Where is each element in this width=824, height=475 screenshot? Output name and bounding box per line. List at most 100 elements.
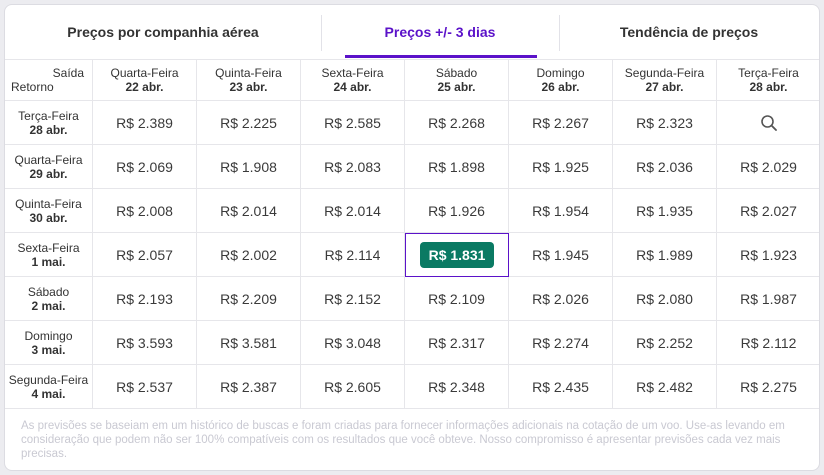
price: R$ 2.323 (636, 114, 693, 131)
price-cell[interactable]: R$ 2.014 (301, 189, 405, 233)
price-cell[interactable]: R$ 2.026 (509, 277, 613, 321)
price: R$ 2.152 (324, 290, 381, 307)
column-date: 28 abr. (749, 80, 788, 94)
tab[interactable]: Tendência de preços (619, 24, 759, 40)
column-date: 26 abr. (541, 80, 580, 94)
price-cell[interactable]: R$ 2.209 (197, 277, 301, 321)
price-cell[interactable]: R$ 2.389 (93, 101, 197, 145)
price: R$ 2.482 (636, 378, 693, 395)
row-date: 1 mai. (31, 254, 66, 269)
column-day: Segunda-Feira (624, 66, 705, 80)
price-cell[interactable]: R$ 3.048 (301, 321, 405, 365)
price: R$ 2.069 (116, 158, 173, 175)
tab[interactable]: Preços por companhia aérea (67, 24, 259, 40)
price-cell[interactable]: R$ 2.274 (509, 321, 613, 365)
price: R$ 2.027 (740, 202, 797, 219)
price-cell[interactable]: R$ 2.252 (613, 321, 717, 365)
price: R$ 2.267 (532, 114, 589, 131)
tab[interactable]: Preços +/- 3 dias (384, 24, 496, 40)
price-cell[interactable]: R$ 2.008 (93, 189, 197, 233)
price-cell[interactable] (717, 101, 819, 145)
price-cell[interactable]: R$ 2.537 (93, 365, 197, 409)
search-icon[interactable] (760, 114, 778, 132)
price-cell[interactable]: R$ 2.027 (717, 189, 819, 233)
tab-underline (345, 55, 537, 58)
column-header: Quarta-Feira 22 abr. (93, 59, 197, 101)
price-cell[interactable]: R$ 1.923 (717, 233, 819, 277)
price: R$ 1.908 (220, 158, 277, 175)
row-day: Terça-Feira (18, 108, 79, 123)
best-price: R$ 1.831 (419, 242, 495, 268)
price-cell[interactable]: R$ 2.323 (613, 101, 717, 145)
price: R$ 2.014 (220, 202, 277, 219)
price-cell[interactable]: R$ 1.831 (405, 233, 509, 277)
price: R$ 2.002 (220, 246, 277, 263)
price-cell[interactable]: R$ 1.989 (613, 233, 717, 277)
price-cell[interactable]: R$ 1.926 (405, 189, 509, 233)
price-cell[interactable]: R$ 1.935 (613, 189, 717, 233)
column-header: Terça-Feira 28 abr. (717, 59, 819, 101)
price-cell[interactable]: R$ 2.036 (613, 145, 717, 189)
price-cell[interactable]: R$ 2.482 (613, 365, 717, 409)
price-cell[interactable]: R$ 2.225 (197, 101, 301, 145)
price-cell[interactable]: R$ 1.898 (405, 145, 509, 189)
column-day: Domingo (536, 66, 585, 80)
price-cell[interactable]: R$ 2.348 (405, 365, 509, 409)
price: R$ 3.048 (324, 334, 381, 351)
price-cell[interactable]: R$ 2.112 (717, 321, 819, 365)
price: R$ 1.954 (532, 202, 589, 219)
row-day: Quinta-Feira (15, 196, 82, 211)
price: R$ 2.080 (636, 290, 693, 307)
price: R$ 2.036 (636, 158, 693, 175)
price: R$ 1.989 (636, 246, 693, 263)
price-cell[interactable]: R$ 2.083 (301, 145, 405, 189)
price-cell[interactable]: R$ 2.014 (197, 189, 301, 233)
price: R$ 2.268 (428, 114, 485, 131)
price-cell[interactable]: R$ 1.908 (197, 145, 301, 189)
column-date: 22 abr. (125, 80, 164, 94)
price-cell[interactable]: R$ 2.268 (405, 101, 509, 145)
price-cell[interactable]: R$ 1.925 (509, 145, 613, 189)
price-cell[interactable]: R$ 2.317 (405, 321, 509, 365)
column-header: Domingo 26 abr. (509, 59, 613, 101)
price-cell[interactable]: R$ 1.987 (717, 277, 819, 321)
price-cell[interactable]: R$ 3.581 (197, 321, 301, 365)
price-cell[interactable]: R$ 2.109 (405, 277, 509, 321)
price: R$ 1.945 (532, 246, 589, 263)
price-cell[interactable]: R$ 1.945 (509, 233, 613, 277)
price-cell[interactable]: R$ 2.275 (717, 365, 819, 409)
row-date: 4 mai. (31, 386, 66, 401)
price-cell[interactable]: R$ 2.002 (197, 233, 301, 277)
price-cell[interactable]: R$ 2.435 (509, 365, 613, 409)
row-header: Quarta-Feira 29 abr. (5, 145, 93, 189)
price: R$ 2.585 (324, 114, 381, 131)
column-day: Sexta-Feira (321, 66, 384, 80)
column-day: Sábado (435, 66, 478, 80)
price-cell[interactable]: R$ 1.954 (509, 189, 613, 233)
price-cell[interactable]: R$ 3.593 (93, 321, 197, 365)
price-cell[interactable]: R$ 2.114 (301, 233, 405, 277)
price: R$ 2.275 (740, 378, 797, 395)
price: R$ 2.348 (428, 378, 485, 395)
column-header: Sábado 25 abr. (405, 59, 509, 101)
price-cell[interactable]: R$ 2.267 (509, 101, 613, 145)
corner-cell: Saída Retorno (5, 59, 93, 101)
price-cell[interactable]: R$ 2.193 (93, 277, 197, 321)
price: R$ 2.083 (324, 158, 381, 175)
column-date: 27 abr. (645, 80, 684, 94)
price-cell[interactable]: R$ 2.387 (197, 365, 301, 409)
price: R$ 2.274 (532, 334, 589, 351)
price-cell[interactable]: R$ 2.029 (717, 145, 819, 189)
price: R$ 2.435 (532, 378, 589, 395)
row-header: Domingo 3 mai. (5, 321, 93, 365)
price-cell[interactable]: R$ 2.585 (301, 101, 405, 145)
price-cell[interactable]: R$ 2.057 (93, 233, 197, 277)
price-cell[interactable]: R$ 2.605 (301, 365, 405, 409)
price-cell[interactable]: R$ 2.080 (613, 277, 717, 321)
price: R$ 2.014 (324, 202, 381, 219)
price-cell[interactable]: R$ 2.069 (93, 145, 197, 189)
row-day: Quarta-Feira (14, 152, 83, 167)
price: R$ 2.008 (116, 202, 173, 219)
price-cell[interactable]: R$ 2.152 (301, 277, 405, 321)
